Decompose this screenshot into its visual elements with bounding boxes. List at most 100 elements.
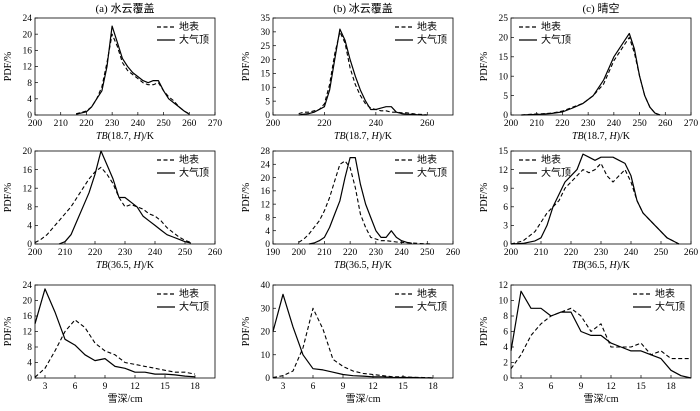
x-tick-label: 240 [369,119,384,129]
chart-title: (b) 冰云覆盖 [333,1,393,15]
legend-label: 地表 [417,20,437,33]
y-tick-label: 4 [265,227,270,237]
y-tick-label: 8 [265,214,270,224]
y-tick-label: 40 [261,281,271,291]
y-axis-label: PDF/% [479,52,490,81]
legend-label: 地表 [655,287,675,300]
x-axis-label: TB(18.7, H)/K [572,131,631,142]
y-tick-label: 0 [27,374,32,384]
y-tick-label: 6 [503,203,508,213]
y-tick-label: 20 [499,34,509,44]
x-tick-label: 240 [394,248,409,258]
chart-panel-1: 200 210 220 230 240 250 260 270 0 4 8 12 16 20 24 (a) 水… [3,1,222,142]
y-tick-label: 4 [27,222,32,232]
chart-panel-2: 200 220 240 260 0 5 10 15 20 25 30 35 (b) 冰云覆盖 PDF/% T… [241,1,454,142]
x-tick-label: 250 [156,119,171,129]
y-tick-label: 16 [23,166,33,176]
x-tick-label: 220 [555,119,570,129]
x-tick-label: 230 [594,248,609,258]
chart-panel-5: 190 200 210 220 230 240 250 260 0 4 8 12 16 20 24 28 PDF… [241,147,460,271]
y-tick-label: 12 [23,184,33,194]
series-line-surface [34,319,196,378]
y-tick-label: 30 [261,304,271,314]
x-tick-label: 190 [266,248,281,258]
y-tick-label: 28 [261,147,271,157]
x-tick-label: 260 [684,248,699,258]
x-tick-label: 3 [281,382,286,392]
y-tick-label: 15 [499,53,509,63]
chart-title: (a) 水云覆盖 [96,1,155,15]
series-line-toa [298,28,428,116]
x-tick-label: 15 [160,382,170,392]
x-tick-label: 220 [317,119,332,129]
x-tick-label: 6 [311,382,316,392]
x-tick-label: 200 [28,248,43,258]
plot-frame [272,150,454,245]
x-tick-label: 230 [581,119,596,129]
series-line-surface [510,162,680,245]
x-tick-label: 260 [658,119,673,129]
x-axis-label: TB(18.7, H)/K [334,131,393,142]
chart-title: (c) 晴空 [583,1,620,15]
legend-label: 地表 [541,153,561,166]
x-axis-label: TB(36.5, H)/K [96,260,155,271]
x-tick-label: 200 [292,248,307,258]
series-line-toa [510,290,692,379]
legend-label: 大气顶 [417,33,447,46]
y-tick-label: 12 [499,166,509,176]
legend-label: 大气顶 [179,166,209,179]
x-tick-label: 260 [182,119,197,129]
x-tick-label: 210 [534,248,549,258]
y-tick-label: 8 [27,203,32,213]
y-axis-label: PDF/% [3,52,14,81]
y-tick-label: 4 [27,359,32,369]
y-tick-label: 24 [23,281,33,291]
x-tick-label: 220 [79,119,94,129]
y-tick-label: 20 [261,328,271,338]
x-tick-label: 260 [208,248,223,258]
x-tick-label: 240 [131,119,146,129]
x-tick-label: 240 [607,119,622,129]
x-axis-label: TB(36.5, H)/K [572,260,631,271]
y-tick-label: 12 [23,63,33,73]
y-tick-label: 2 [503,359,508,369]
x-tick-label: 250 [632,119,647,129]
y-tick-label: 20 [261,56,271,66]
y-tick-label: 10 [499,297,509,307]
x-tick-label: 250 [178,248,193,258]
legend-label: 地表 [179,153,199,166]
x-tick-label: 270 [208,119,223,129]
legend-label: 地表 [417,153,437,166]
y-tick-label: 25 [499,14,509,24]
x-tick-label: 240 [624,248,639,258]
x-tick-label: 240 [148,248,163,258]
y-tick-label: 30 [261,28,271,38]
series-line-toa [521,32,661,116]
x-tick-label: 12 [606,382,616,392]
y-tick-label: 12 [261,200,271,210]
y-tick-label: 20 [23,147,33,157]
x-tick-label: 6 [549,382,554,392]
legend-label: 地表 [417,287,437,300]
series-line-toa [272,293,434,379]
x-tick-label: 210 [530,119,545,129]
y-tick-label: 5 [503,92,508,102]
y-axis-label: PDF/% [241,317,252,346]
y-tick-label: 4 [27,95,32,105]
x-axis-label: 雪深/cm [108,393,143,405]
legend-label: 地表 [179,20,199,33]
y-tick-label: 12 [23,328,33,338]
legend-label: 大气顶 [179,33,209,46]
series-line-surface [75,33,190,115]
x-tick-label: 220 [564,248,579,258]
x-tick-label: 210 [317,248,332,258]
x-tick-label: 270 [684,119,699,129]
x-tick-label: 260 [420,119,435,129]
series-line-toa [34,288,196,378]
x-tick-label: 15 [398,382,408,392]
x-axis-label: 雪深/cm [346,393,381,405]
x-tick-label: 18 [190,382,200,392]
